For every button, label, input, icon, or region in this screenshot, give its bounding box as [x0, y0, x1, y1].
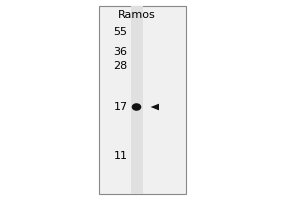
Text: 17: 17 [113, 102, 128, 112]
FancyBboxPatch shape [99, 6, 186, 194]
Text: 11: 11 [113, 151, 128, 161]
Text: Ramos: Ramos [118, 10, 155, 20]
Text: 28: 28 [113, 61, 128, 71]
Polygon shape [151, 104, 159, 110]
Text: 55: 55 [113, 27, 128, 37]
Ellipse shape [132, 103, 141, 111]
Text: 36: 36 [113, 47, 128, 57]
FancyBboxPatch shape [130, 6, 142, 194]
